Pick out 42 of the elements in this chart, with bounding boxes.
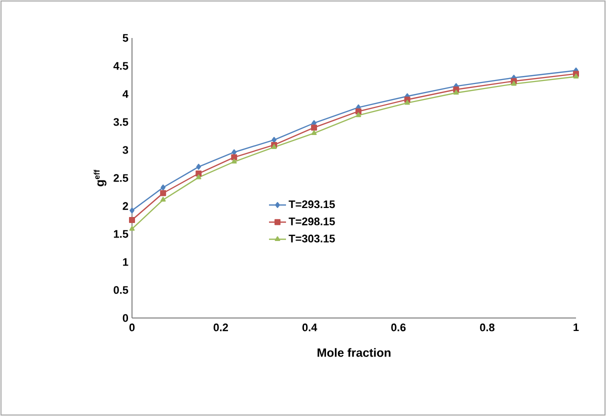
- y-tick-label: 0.5: [114, 286, 128, 294]
- point: [160, 196, 166, 202]
- y-tick-label: 4: [122, 90, 128, 98]
- x-tick-label: 0.6: [391, 324, 406, 332]
- legend-label: T=303.15: [288, 234, 335, 242]
- legend-label: T=293.15: [288, 200, 335, 208]
- point: [311, 130, 317, 135]
- x-tick-label: 0.2: [214, 324, 228, 332]
- point: [511, 80, 517, 86]
- point: [573, 74, 579, 78]
- x-axis-title: Mole fraction: [318, 348, 390, 357]
- x-tick-label: 1: [574, 324, 579, 332]
- x-tick-label: 0: [129, 324, 135, 332]
- x-tick-label: 0.4: [302, 324, 318, 332]
- legend-label: T=298.15: [288, 218, 335, 226]
- point: [453, 90, 459, 95]
- y-tick-label: 3: [122, 146, 128, 154]
- point: [130, 207, 134, 214]
- point: [404, 100, 410, 105]
- y-tick-label: 1: [123, 258, 128, 266]
- x-tick-label: 0.8: [480, 324, 494, 332]
- y-tick-label: 2.5: [114, 174, 128, 182]
- y-tick-label: 0: [122, 314, 128, 322]
- point: [196, 174, 202, 180]
- point: [129, 217, 136, 223]
- y-tick-label: 4.5: [113, 62, 128, 70]
- point: [160, 184, 166, 191]
- point: [356, 112, 362, 118]
- y-axis-title: g$^{eff}$: [94, 170, 106, 186]
- y-tick-label: 5: [122, 34, 128, 42]
- point: [129, 226, 135, 231]
- point: [196, 164, 202, 170]
- point: [196, 170, 202, 177]
- point: [160, 190, 166, 196]
- y-tick-label: 2: [122, 202, 128, 210]
- point: [231, 158, 237, 164]
- y-tick-label: 1.5: [114, 230, 128, 238]
- y-tick-label: 3.5: [114, 118, 128, 126]
- point: [231, 154, 238, 160]
- point: [271, 144, 277, 149]
- point: [311, 124, 318, 131]
- point: [355, 108, 362, 114]
